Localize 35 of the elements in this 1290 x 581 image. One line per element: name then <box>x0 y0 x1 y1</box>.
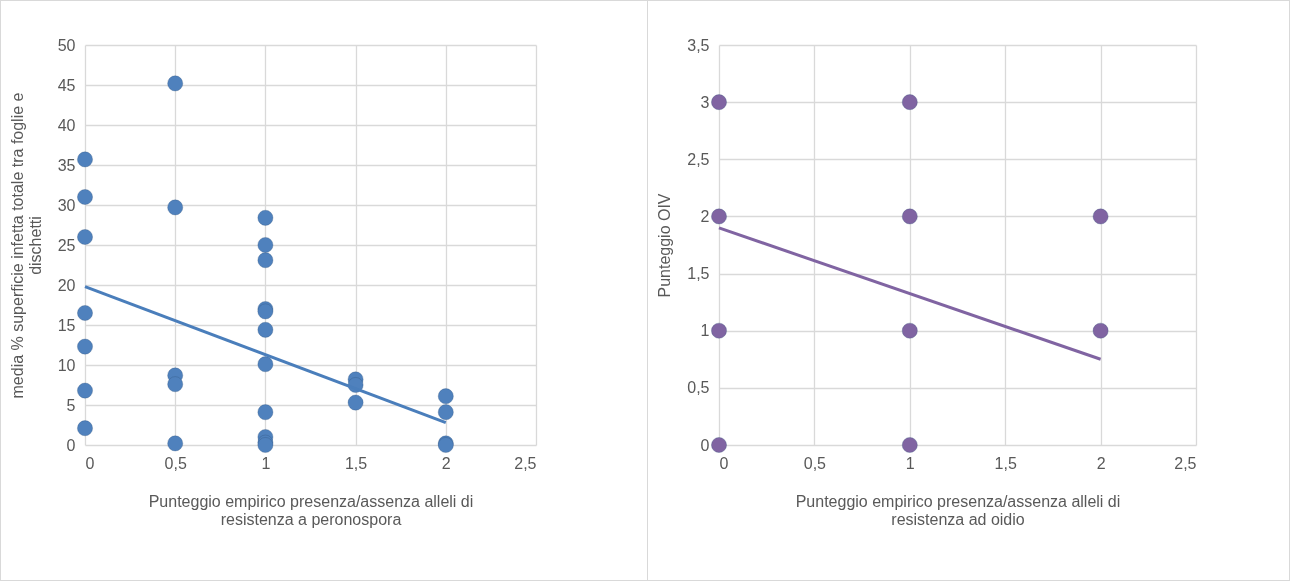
x-axis-title: Punteggio empirico presenza/assenza alleli di resistenza a peronospora <box>148 492 474 528</box>
y-tick-label: 3,5 <box>687 36 710 54</box>
y-tick-label: 35 <box>57 156 76 174</box>
x-tick-label: 2 <box>1096 454 1106 472</box>
y-tick-label: 1 <box>700 322 710 340</box>
x-tick-label: 1 <box>261 454 271 472</box>
x-tick-label: 1 <box>905 454 915 472</box>
y-tick-label: 0,5 <box>687 379 710 397</box>
y-tick-label: 0 <box>66 436 76 454</box>
x-tick-label: 0,5 <box>164 454 187 472</box>
x-tick-label: 1,5 <box>994 454 1017 472</box>
y-tick-label: 2 <box>700 207 710 225</box>
y-tick-label: 40 <box>57 116 76 134</box>
x-tick-label: 1,5 <box>344 454 368 472</box>
y-tick-label: 0 <box>700 436 710 454</box>
y-axis-title: Punteggio OIV <box>656 193 674 298</box>
x-tick-label: 0 <box>85 454 95 472</box>
y-tick-label: 50 <box>57 36 76 54</box>
x-tick-label: 2,5 <box>514 454 537 472</box>
x-tick-label: 2,5 <box>1174 454 1197 472</box>
x-axis-title: Punteggio empirico presenza/assenza alleli di resistenza ad oidio <box>795 492 1121 528</box>
y-tick-label: 30 <box>57 196 76 214</box>
y-axis-title: media % superficie infetta totale tra foglie e dischetti <box>8 92 44 399</box>
y-tick-label: 20 <box>57 276 76 294</box>
x-tick-label: 0 <box>719 454 729 472</box>
y-tick-label: 25 <box>57 236 76 254</box>
y-tick-label: 3 <box>700 93 710 111</box>
y-tick-label: 15 <box>57 316 76 334</box>
y-tick-label: 1,5 <box>687 265 710 283</box>
y-tick-label: 5 <box>66 396 76 414</box>
y-tick-label: 45 <box>57 76 76 94</box>
y-tick-label: 10 <box>57 356 76 374</box>
y-tick-label: 2,5 <box>687 150 710 168</box>
x-tick-label: 0,5 <box>803 454 827 472</box>
x-tick-label: 2 <box>441 454 451 472</box>
